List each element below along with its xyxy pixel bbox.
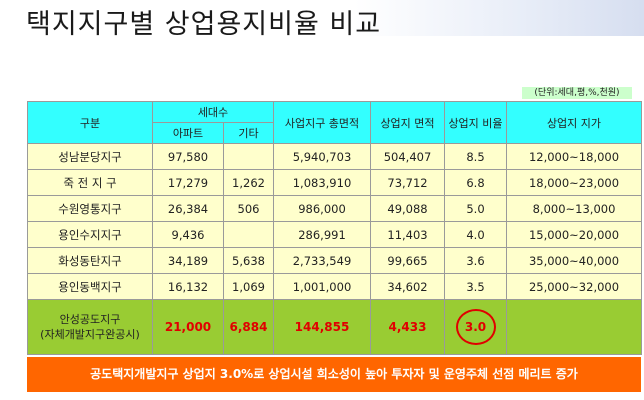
other-count: 506 <box>223 195 274 222</box>
header-commercial-ratio: 상업지 비율 <box>444 101 507 144</box>
total-area: 1,001,000 <box>273 273 371 300</box>
unit-note: (단위:세대,평,%,천원) <box>522 87 632 99</box>
other-count: 1,262 <box>223 169 274 196</box>
total-area: 5,940,703 <box>273 143 371 170</box>
district-name: 용인동백지구 <box>27 273 153 300</box>
apartment-count: 26,384 <box>152 195 224 222</box>
commercial-area: 49,088 <box>370 195 445 222</box>
commercial-ratio: 3.5 <box>444 273 507 300</box>
commercial-area: 99,665 <box>370 247 445 274</box>
apartment-count: 34,189 <box>152 247 224 274</box>
header-other: 기타 <box>223 122 274 144</box>
highlight-name-line1: 안성공도지구 <box>59 313 121 326</box>
header-category: 구분 <box>27 101 153 144</box>
apartment-count: 9,436 <box>152 221 224 248</box>
district-name: 성남분당지구 <box>27 143 153 170</box>
other-count <box>223 221 274 248</box>
table-row: 용인수지지구 9,436 286,991 11,403 4.0 15,000~2… <box>27 221 642 248</box>
highlight-commercial-ratio: 3.0 <box>444 299 507 355</box>
commercial-ratio: 5.0 <box>444 195 507 222</box>
table-row: 죽 전 지 구 17,279 1,262 1,083,910 73,712 6.… <box>27 169 642 196</box>
commercial-area: 34,602 <box>370 273 445 300</box>
district-name: 수원영통지구 <box>27 195 153 222</box>
commercial-area: 73,712 <box>370 169 445 196</box>
header-apartment: 아파트 <box>152 122 224 144</box>
highlight-district-name: 안성공도지구 (자체개발지구완공시) <box>27 299 153 355</box>
commercial-ratio: 4.0 <box>444 221 507 248</box>
highlight-other-count: 6,884 <box>223 299 274 355</box>
land-price: 35,000~40,000 <box>506 247 642 274</box>
highlight-apartment-count: 21,000 <box>152 299 224 355</box>
other-count <box>223 143 274 170</box>
total-area: 286,991 <box>273 221 371 248</box>
highlight-commercial-area: 4,433 <box>370 299 445 355</box>
land-price: 18,000~23,000 <box>506 169 642 196</box>
ratio-circle: 3.0 <box>455 309 496 345</box>
table-row: 수원영통지구 26,384 506 986,000 49,088 5.0 8,0… <box>27 195 642 222</box>
header-commercial-area: 상업지 면적 <box>370 101 445 144</box>
commercial-area: 11,403 <box>370 221 445 248</box>
highlight-total-area: 144,855 <box>273 299 371 355</box>
header-total-area: 사업지구 총면적 <box>273 101 371 144</box>
title-band <box>0 0 644 36</box>
header-land-price: 상업지 지가 <box>506 101 642 144</box>
apartment-count: 17,279 <box>152 169 224 196</box>
commercial-ratio: 6.8 <box>444 169 507 196</box>
highlight-name-line2: (자체개발지구완공시) <box>40 328 140 341</box>
comparison-table: 구분 세대수 사업지구 총면적 상업지 면적 상업지 비율 상업지 지가 아파트… <box>27 101 642 355</box>
land-price: 25,000~32,000 <box>506 273 642 300</box>
header-row-2: 아파트 기타 <box>28 122 642 144</box>
commercial-area: 504,407 <box>370 143 445 170</box>
total-area: 986,000 <box>273 195 371 222</box>
total-area: 1,083,910 <box>273 169 371 196</box>
table-row: 용인동백지구 16,132 1,069 1,001,000 34,602 3.5… <box>27 273 642 300</box>
highlight-land-price <box>506 299 642 355</box>
other-count: 1,069 <box>223 273 274 300</box>
district-name: 죽 전 지 구 <box>27 169 153 196</box>
other-count: 5,638 <box>223 247 274 274</box>
land-price: 8,000~13,000 <box>506 195 642 222</box>
land-price: 15,000~20,000 <box>506 221 642 248</box>
table-row: 성남분당지구 97,580 5,940,703 504,407 8.5 12,0… <box>27 143 642 170</box>
apartment-count: 16,132 <box>152 273 224 300</box>
commercial-ratio: 8.5 <box>444 143 507 170</box>
header-households: 세대수 <box>152 101 274 123</box>
land-price: 12,000~18,000 <box>506 143 642 170</box>
commercial-ratio: 3.6 <box>444 247 507 274</box>
summary-banner: 공도택지개발지구 상업지 3.0%로 상업시설 희소성이 높아 투자자 및 운영… <box>27 357 641 392</box>
highlight-row: 안성공도지구 (자체개발지구완공시) 21,000 6,884 144,855 … <box>27 299 642 355</box>
table-row: 화성동탄지구 34,189 5,638 2,733,549 99,665 3.6… <box>27 247 642 274</box>
header-row-1: 구분 세대수 사업지구 총면적 상업지 면적 상업지 비율 상업지 지가 <box>27 101 642 144</box>
district-name: 용인수지지구 <box>27 221 153 248</box>
page-title: 택지지구별 상업용지비율 비교 <box>26 9 382 40</box>
district-name: 화성동탄지구 <box>27 247 153 274</box>
apartment-count: 97,580 <box>152 143 224 170</box>
total-area: 2,733,549 <box>273 247 371 274</box>
